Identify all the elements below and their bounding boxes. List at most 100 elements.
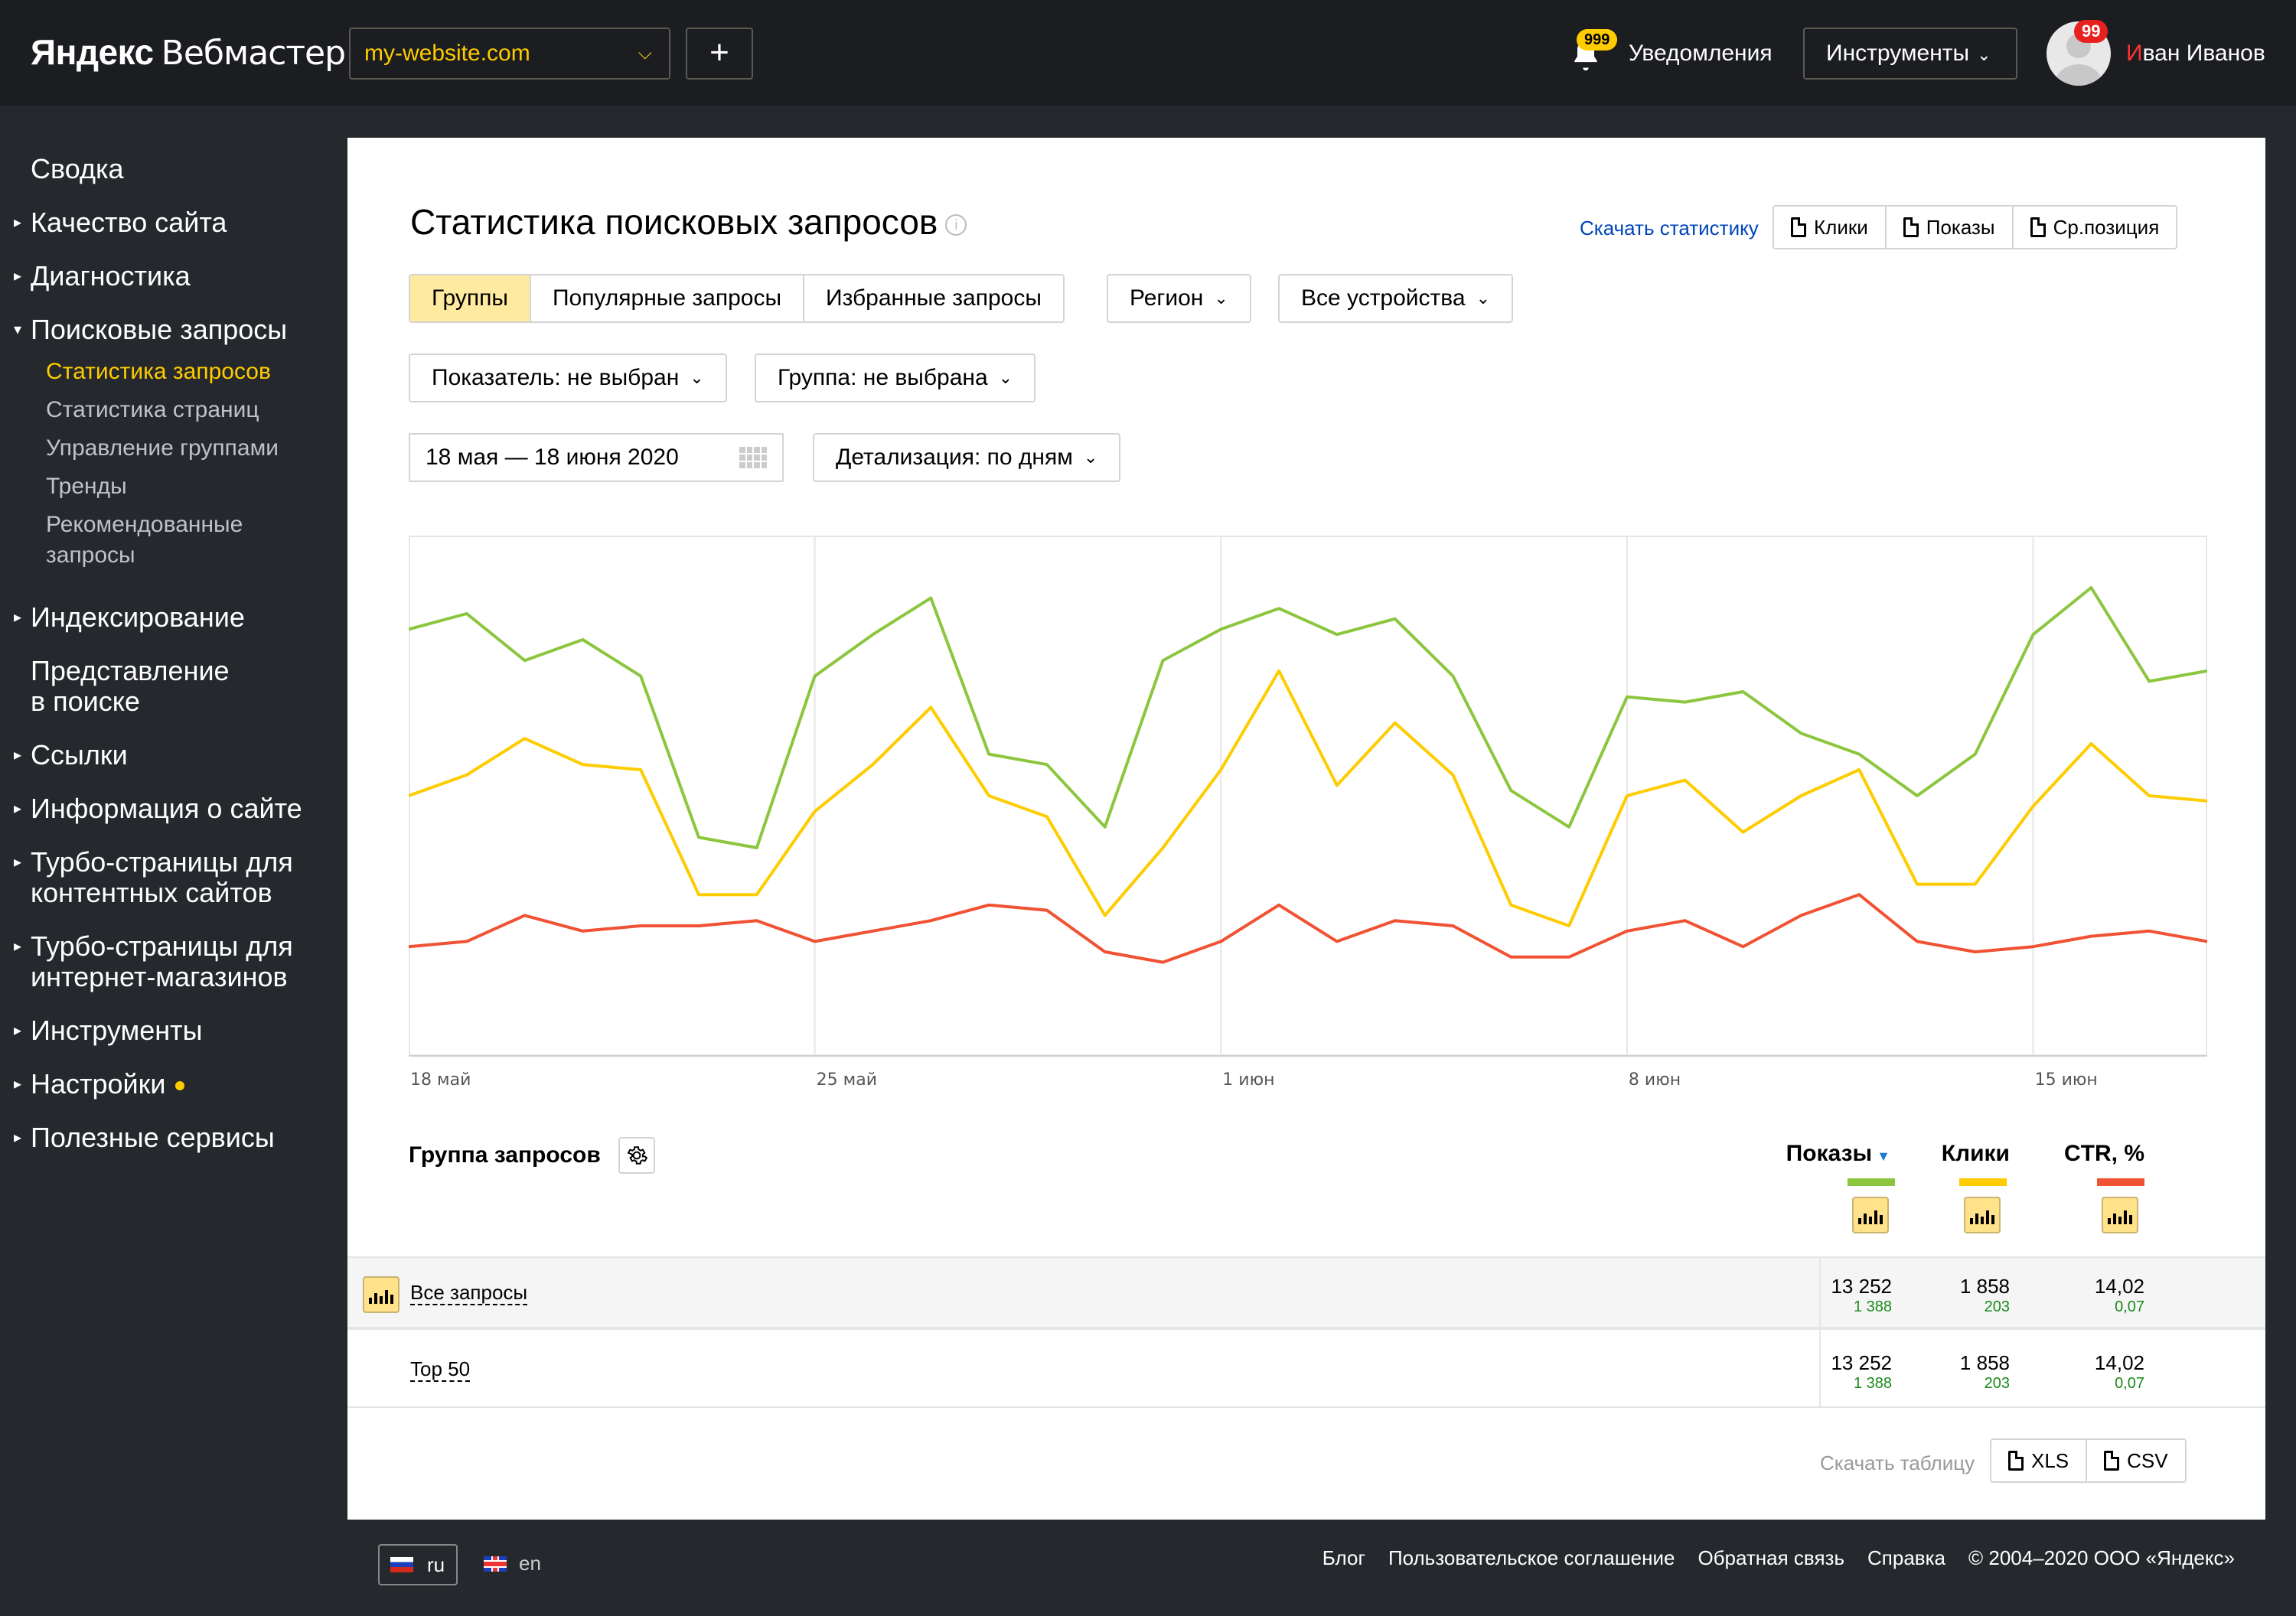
sidebar-item-search-appearance-line1[interactable]: Представление xyxy=(31,655,230,686)
indicator-dropdown[interactable]: Показатель: не выбран ⌄ xyxy=(409,354,727,402)
export-csv-button[interactable]: CSV xyxy=(2087,1440,2184,1481)
avatar-badge: 99 xyxy=(2074,20,2108,43)
chevron-down-icon: ⌄ xyxy=(1214,288,1228,308)
sidebar-item-links[interactable]: ▸ Ссылки xyxy=(14,739,128,771)
column-ctr[interactable]: CTR, % xyxy=(2064,1141,2144,1166)
sidebar-item-turbo-shop-line2[interactable]: интернет-магазинов xyxy=(31,961,288,992)
calendar-icon[interactable] xyxy=(739,447,767,468)
tab-groups[interactable]: Группы xyxy=(410,275,531,321)
footer-feedback-link[interactable]: Обратная связь xyxy=(1698,1546,1844,1569)
footer-agreement-link[interactable]: Пользовательское соглашение xyxy=(1388,1546,1675,1569)
sidebar-sub-recommended-line2[interactable]: запросы xyxy=(46,542,135,568)
devices-dropdown[interactable]: Все устройства ⌄ xyxy=(1278,274,1514,323)
sidebar-item-summary[interactable]: Сводка xyxy=(31,153,124,184)
sidebar-item-turbo-content-line1[interactable]: ▸ Турбо-страницы для xyxy=(14,846,293,878)
row-label[interactable]: Все запросы xyxy=(410,1281,528,1305)
triangle-right-icon: ▸ xyxy=(14,268,22,285)
sidebar-sub-query-stats[interactable]: Статистика запросов xyxy=(46,359,271,384)
sidebar-item-settings[interactable]: ▸ Настройки xyxy=(14,1068,184,1100)
x-tick-label: 18 май xyxy=(410,1070,471,1090)
site-name: my-website.com xyxy=(364,41,530,66)
settings-alert-dot xyxy=(174,1081,184,1091)
sidebar-item-useful-services[interactable]: ▸ Полезные сервисы xyxy=(14,1122,275,1153)
sidebar-sub-recommended-line1[interactable]: Рекомендованные xyxy=(46,512,243,537)
document-icon xyxy=(2030,217,2046,237)
sidebar-item-tools[interactable]: ▸ Инструменты xyxy=(14,1015,203,1046)
row-divider xyxy=(1819,1330,1821,1406)
sidebar-sub-page-stats[interactable]: Статистика страниц xyxy=(46,397,259,422)
tools-menu-button[interactable]: Инструменты ⌄ xyxy=(1803,28,2017,80)
ctr-delta: 0,07 xyxy=(2115,1298,2144,1315)
notifications-link[interactable]: Уведомления xyxy=(1629,41,1773,66)
chevron-down-icon: ⌄ xyxy=(1476,288,1491,308)
russia-flag-icon xyxy=(390,1557,413,1572)
ctr-chart-toggle[interactable] xyxy=(2102,1197,2138,1233)
row-chart-toggle[interactable] xyxy=(363,1276,400,1313)
line-chart: 18 май 25 май 1 июн 8 июн 15 июн xyxy=(409,536,2207,1090)
x-tick-label: 15 июн xyxy=(2035,1070,2098,1090)
sidebar-item-site-quality[interactable]: ▸ Качество сайта xyxy=(14,207,227,238)
export-clicks-button[interactable]: Клики xyxy=(1774,207,1887,248)
footer-blog-link[interactable]: Блог xyxy=(1322,1546,1365,1569)
date-range-input[interactable]: 18 мая — 18 июня 2020 xyxy=(409,433,784,482)
sidebar-item-indexing[interactable]: ▸ Индексирование xyxy=(14,601,245,633)
sidebar-item-search-appearance-line2[interactable]: в поиске xyxy=(31,686,140,717)
page-title: Статистика поисковых запросов i xyxy=(410,199,967,245)
table-row[interactable]: Top 50 13 252 1 388 1 858 203 14,02 0,07 xyxy=(347,1330,2265,1408)
logo[interactable]: Яндекс Вебмастер xyxy=(31,32,346,73)
export-button-group: Клики Показы Ср.позиция xyxy=(1773,205,2178,249)
sort-desc-icon: ▼ xyxy=(1877,1148,1890,1164)
tab-popular-queries[interactable]: Популярные запросы xyxy=(531,275,805,321)
sidebar-item-turbo-shop-line1[interactable]: ▸ Турбо-страницы для xyxy=(14,930,293,962)
x-tick-label: 25 май xyxy=(817,1070,877,1090)
group-dropdown[interactable]: Группа: не выбрана ⌄ xyxy=(755,354,1036,402)
column-impressions[interactable]: Показы ▼ xyxy=(1786,1141,1890,1166)
top-header: Яндекс Вебмастер my-website.com ⌵ + 999 У… xyxy=(0,0,2296,106)
table-title: Группа запросов xyxy=(409,1142,601,1168)
triangle-right-icon: ▸ xyxy=(14,938,22,955)
chevron-down-icon: ⌄ xyxy=(1977,45,1991,64)
impressions-value: 13 252 xyxy=(1831,1351,1892,1374)
chevron-down-icon: ⌄ xyxy=(998,368,1013,387)
series-line-2 xyxy=(409,893,2207,964)
view-tabs: Группы Популярные запросы Избранные запр… xyxy=(409,274,1065,323)
table-settings-button[interactable] xyxy=(618,1137,655,1174)
clicks-chart-toggle[interactable] xyxy=(1964,1197,2001,1233)
export-avg-position-button[interactable]: Ср.позиция xyxy=(2014,207,2177,248)
add-site-button[interactable]: + xyxy=(686,28,753,80)
language-ru-button[interactable]: ru xyxy=(378,1544,458,1585)
sidebar-item-turbo-content-line2[interactable]: контентных сайтов xyxy=(31,877,272,908)
table-row[interactable]: Все запросы 13 252 1 388 1 858 203 14,02… xyxy=(347,1256,2265,1330)
info-icon[interactable]: i xyxy=(945,213,967,236)
detail-dropdown[interactable]: Детализация: по дням ⌄ xyxy=(813,433,1121,482)
user-silhouette-icon xyxy=(2056,34,2102,86)
sidebar-item-diagnostics[interactable]: ▸ Диагностика xyxy=(14,260,191,292)
sidebar-sub-trends[interactable]: Тренды xyxy=(46,474,127,499)
user-name[interactable]: Иван Иванов xyxy=(2126,41,2265,66)
sidebar-item-site-info[interactable]: ▸ Информация о сайте xyxy=(14,793,302,824)
series-line-0 xyxy=(409,586,2207,849)
triangle-right-icon: ▸ xyxy=(14,1022,22,1039)
region-dropdown[interactable]: Регион ⌄ xyxy=(1107,274,1251,323)
column-clicks[interactable]: Клики xyxy=(1941,1141,2010,1166)
row-label[interactable]: Top 50 xyxy=(410,1357,471,1382)
footer-help-link[interactable]: Справка xyxy=(1867,1546,1945,1569)
tools-label: Инструменты xyxy=(1826,41,1970,66)
site-selector[interactable]: my-website.com ⌵ xyxy=(349,28,670,80)
sidebar-item-search-queries[interactable]: ▾ Поисковые запросы xyxy=(14,314,288,345)
sidebar-sub-group-management[interactable]: Управление группами xyxy=(46,435,279,461)
export-xls-button[interactable]: XLS xyxy=(1991,1440,2088,1481)
main-panel: Статистика поисковых запросов i Скачать с… xyxy=(347,138,2265,1520)
ctr-color-bar xyxy=(2097,1178,2144,1186)
download-stats-link[interactable]: Скачать статистику xyxy=(1580,217,1759,239)
chevron-down-icon: ⌄ xyxy=(690,368,704,387)
row-divider xyxy=(1819,1258,1821,1328)
export-impressions-button[interactable]: Показы xyxy=(1887,207,2014,248)
series-line-1 xyxy=(409,669,2207,927)
tab-favorite-queries[interactable]: Избранные запросы xyxy=(826,285,1042,311)
impressions-chart-toggle[interactable] xyxy=(1852,1197,1889,1233)
language-en-link[interactable]: en xyxy=(484,1552,541,1575)
triangle-right-icon: ▸ xyxy=(14,1076,22,1093)
clicks-color-bar xyxy=(1959,1178,2007,1186)
impressions-value: 13 252 xyxy=(1831,1275,1892,1298)
